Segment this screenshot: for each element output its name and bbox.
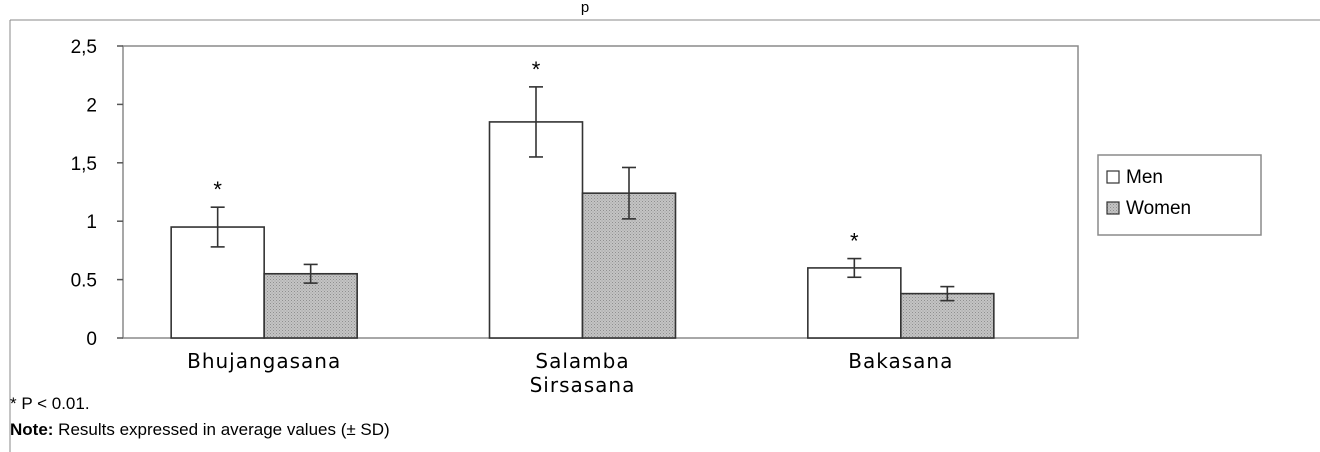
category-label: Bakasana [848, 349, 953, 373]
legend: Men Women [1097, 154, 1262, 236]
note-text: Results expressed in average values (± S… [53, 420, 390, 439]
category-label: Salamba [535, 349, 629, 373]
category-label: Bhujangasana [187, 349, 341, 373]
footnote-significance: * P < 0.01. [10, 394, 90, 413]
legend-label-men: Men [1126, 167, 1163, 188]
legend-label-women: Women [1126, 198, 1191, 219]
category-label: Sirsasana [530, 373, 636, 397]
footnote-note: Note: Results expressed in average value… [10, 420, 390, 440]
legend-swatch-women [1106, 201, 1120, 215]
y-tick-label: 2,5 [71, 37, 97, 58]
legend-swatch-men [1106, 170, 1120, 184]
y-tick-label: 2 [86, 95, 97, 116]
bar-men [488, 121, 584, 339]
significance-marker: * [850, 229, 859, 254]
header-fragment: p [581, 0, 589, 16]
y-tick-label: 1,5 [71, 154, 97, 175]
bar-women [263, 272, 358, 339]
y-tick-label: 1 [86, 212, 97, 233]
bar-men [807, 267, 902, 339]
significance-marker: * [213, 177, 222, 202]
bar-men [170, 226, 265, 339]
y-tick-label: 0.5 [71, 271, 97, 292]
note-label: Note: [10, 420, 54, 439]
legend-frame [1097, 154, 1262, 236]
y-tick-label: 0 [86, 329, 97, 350]
significance-marker: * [532, 57, 541, 82]
plot-area: 0 0.5 1 1,5 2 2,5 * Bhujangasana * SalambaSirsasa… [71, 37, 1079, 397]
